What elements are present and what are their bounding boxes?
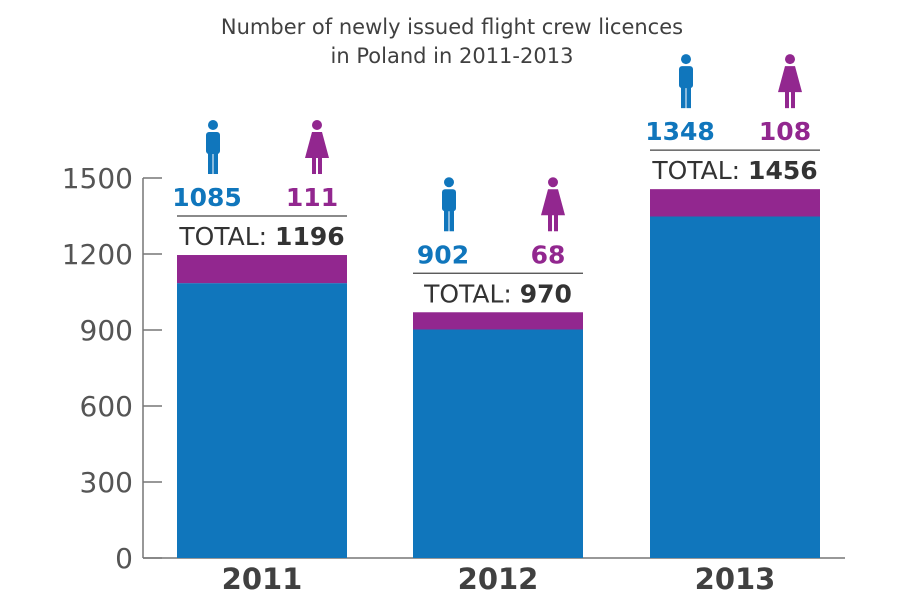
- y-tick-label: 1200: [62, 238, 133, 271]
- y-tick-label: 600: [80, 390, 133, 423]
- total-prefix: TOTAL:: [651, 156, 748, 185]
- x-tick-label: 2011: [222, 562, 303, 596]
- y-tick-label: 0: [115, 542, 133, 575]
- x-tick-label: 2013: [695, 562, 776, 596]
- total-value: 970: [520, 279, 572, 308]
- man-icon: [442, 177, 456, 232]
- men-value-label: 1085: [172, 183, 242, 212]
- chart-title-line-2: in Poland in 2011-2013: [331, 44, 574, 68]
- men-value-label: 902: [417, 240, 469, 269]
- bar-segment-women: [650, 189, 820, 217]
- bar-segment-men: [177, 283, 347, 558]
- total-value: 1196: [275, 222, 345, 251]
- total-prefix: TOTAL:: [423, 279, 520, 308]
- woman-icon: [778, 54, 802, 109]
- women-value-label: 108: [759, 117, 811, 146]
- bar-segment-women: [177, 255, 347, 284]
- y-tick-label: 1500: [62, 162, 133, 195]
- woman-icon: [541, 177, 565, 232]
- women-value-label: 111: [286, 183, 338, 212]
- chart-title-line-1: Number of newly issued flight crew licen…: [221, 15, 683, 39]
- total-label: TOTAL: 1456: [651, 156, 817, 185]
- bar-segment-men: [650, 216, 820, 559]
- y-tick-label: 900: [80, 314, 133, 347]
- women-value-label: 68: [531, 240, 566, 269]
- men-value-label: 1348: [645, 117, 715, 146]
- woman-icon: [305, 120, 329, 175]
- bar-segment-men: [413, 329, 583, 558]
- bar-segment-women: [413, 312, 583, 330]
- x-tick-label: 2012: [458, 562, 539, 596]
- total-prefix: TOTAL:: [178, 222, 275, 251]
- man-icon: [679, 54, 693, 109]
- total-label: TOTAL: 1196: [178, 222, 344, 251]
- total-label: TOTAL: 970: [423, 279, 572, 308]
- total-value: 1456: [748, 156, 818, 185]
- man-icon: [206, 120, 220, 175]
- y-tick-label: 300: [80, 466, 133, 499]
